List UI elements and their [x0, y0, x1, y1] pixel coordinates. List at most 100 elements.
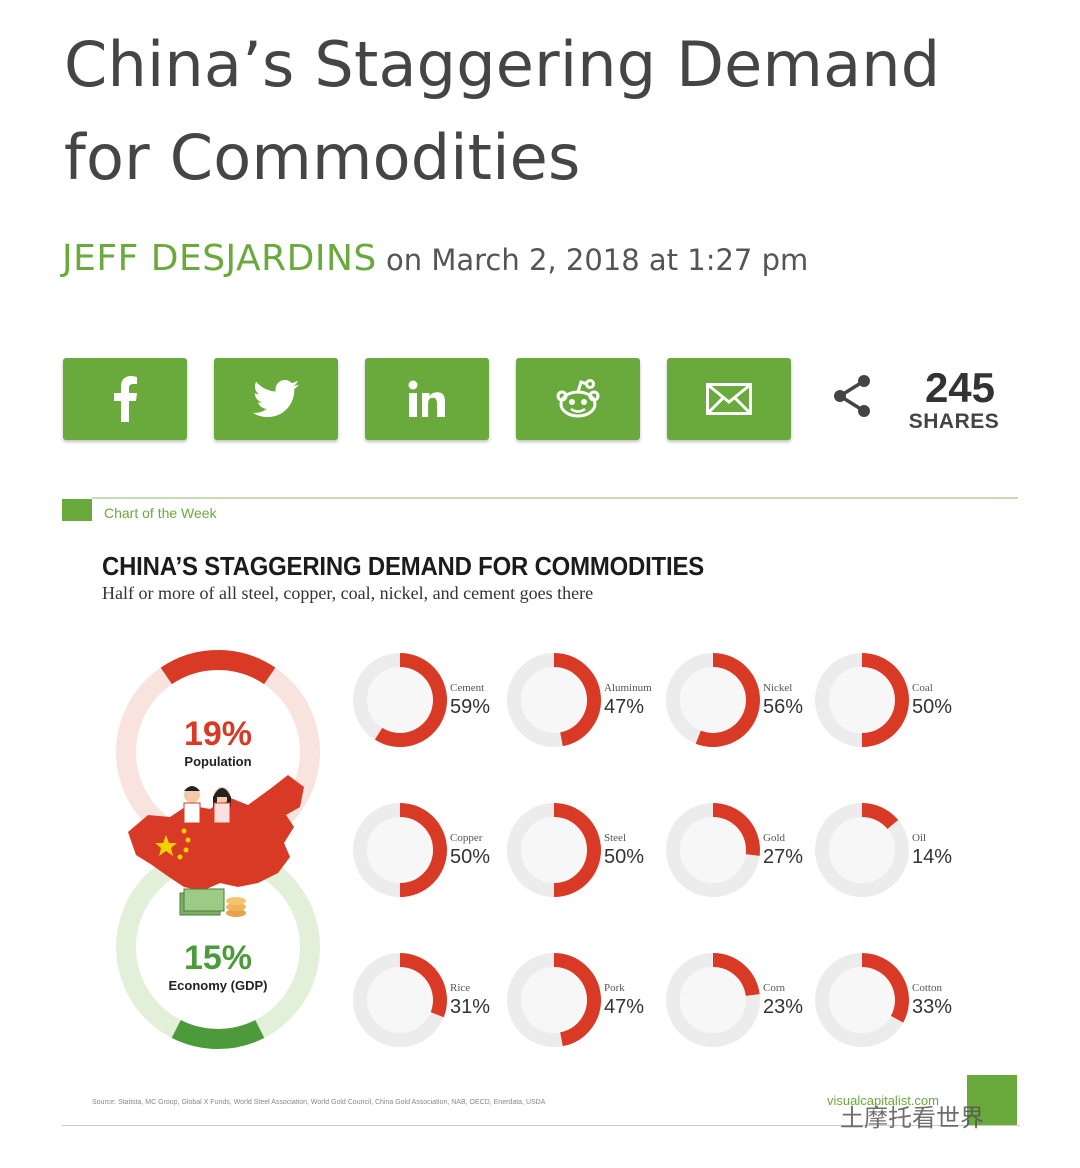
- commodity-image-placeholder: [829, 817, 895, 883]
- donut-slice-oil: [861, 803, 899, 830]
- commodity-item: Pork 47%: [506, 952, 656, 1052]
- commodity-percent: 50%: [450, 846, 491, 868]
- donut-slice-rice: [399, 953, 447, 1018]
- commodity-name: Cement: [450, 682, 485, 694]
- linkedin-share-button[interactable]: [365, 358, 489, 440]
- money-icon: [179, 888, 246, 917]
- commodity-image-placeholder: [367, 667, 433, 733]
- population-label: Population: [184, 754, 252, 769]
- commodity-item: Oil 14%: [814, 802, 964, 902]
- commodity-donut: [815, 653, 909, 747]
- commodity-item: Coal 50%: [814, 652, 964, 752]
- commodity-percent: 50%: [912, 696, 953, 718]
- economy-percent: 15%: [183, 939, 253, 977]
- donut-slice-coal: [861, 653, 909, 747]
- commodity-name: Nickel: [763, 682, 793, 694]
- infographic-subtitle: Half or more of all steel, copper, coal,…: [102, 583, 594, 603]
- share-counter: 245 SHARES: [832, 362, 1012, 442]
- commodity-donut: [666, 803, 760, 897]
- commodity-image-placeholder: [521, 817, 587, 883]
- commodity-percent: 31%: [450, 996, 491, 1018]
- commodity-image-placeholder: [680, 667, 746, 733]
- commodity-item: Gold 27%: [665, 802, 815, 902]
- commodity-image-placeholder: [367, 817, 433, 883]
- population-ring-fill: [160, 650, 276, 685]
- economy-label: Economy (GDP): [168, 978, 268, 993]
- commodity-image-placeholder: [521, 667, 587, 733]
- star-icon: [155, 835, 177, 856]
- commodity-name: Rice: [450, 982, 471, 994]
- commodity-percent: 47%: [604, 696, 645, 718]
- divider: [62, 1125, 1020, 1126]
- population-percent: 19%: [183, 715, 253, 753]
- commodity-name: Aluminum: [604, 682, 652, 694]
- donut-slice-steel: [553, 803, 601, 897]
- commodity-item: Cement 59%: [352, 652, 502, 752]
- commodity-name: Coal: [912, 682, 933, 694]
- commodity-percent: 27%: [763, 846, 804, 868]
- donut-slice-cotton: [861, 953, 909, 1023]
- infographic: Chart of the Week CHINA’S STAGGERING DEM…: [62, 497, 1020, 1127]
- commodity-item: Rice 31%: [352, 952, 502, 1052]
- population-stat: 19% Population: [148, 715, 288, 769]
- commodity-image-placeholder: [367, 967, 433, 1033]
- commodity-name: Gold: [763, 832, 785, 844]
- donut-slice-aluminum: [553, 653, 601, 747]
- share-count-label: SHARES: [908, 410, 1000, 433]
- infographic-title: CHINA’S STAGGERING DEMAND FOR COMMODITIE…: [102, 551, 704, 581]
- commodity-image-placeholder: [521, 967, 587, 1033]
- email-share-button[interactable]: [667, 358, 791, 440]
- linkedin-icon: [408, 380, 445, 417]
- commodity-percent: 59%: [450, 696, 491, 718]
- twitter-share-button[interactable]: [214, 358, 338, 440]
- section-marker: [62, 499, 92, 521]
- commodity-item: Aluminum 47%: [506, 652, 656, 752]
- commodity-donut: [353, 653, 447, 747]
- facebook-share-button[interactable]: [63, 358, 187, 440]
- sources-note: Source: Statista, MC Group, Global X Fun…: [92, 1099, 546, 1106]
- commodity-image-placeholder: [829, 967, 895, 1033]
- commodity-image-placeholder: [680, 817, 746, 883]
- commodity-item: Steel 50%: [506, 802, 656, 902]
- commodity-name: Copper: [450, 832, 483, 844]
- people-icon: [183, 786, 231, 824]
- commodity-name: Steel: [604, 832, 626, 844]
- commodity-donut: [815, 803, 909, 897]
- publish-date: on March 2, 2018 at 1:27 pm: [386, 243, 809, 277]
- donut-slice-copper: [399, 803, 447, 897]
- commodity-item: Nickel 56%: [665, 652, 815, 752]
- watermark: 土摩托看世界: [840, 1104, 984, 1132]
- commodity-percent: 56%: [763, 696, 804, 718]
- china-map-shape: [128, 775, 304, 891]
- economy-stat: 15% Economy (GDP): [148, 939, 288, 993]
- facebook-icon: [114, 376, 137, 422]
- donut-slice-pork: [553, 953, 601, 1047]
- commodity-image-placeholder: [829, 667, 895, 733]
- commodity-name: Pork: [604, 982, 625, 994]
- author-link[interactable]: JEFF DESJARDINS: [62, 238, 377, 279]
- article-title: China’s Staggering Demand for Commoditie…: [64, 28, 941, 194]
- section-label: Chart of the Week: [104, 505, 217, 521]
- commodity-donut: [507, 803, 601, 897]
- commodity-percent: 23%: [763, 996, 804, 1018]
- commodity-percent: 47%: [604, 996, 645, 1018]
- reddit-share-button[interactable]: [516, 358, 640, 440]
- commodity-percent: 14%: [912, 846, 953, 868]
- gdp-ring-fill: [171, 1019, 265, 1049]
- commodity-donut: [666, 653, 760, 747]
- commodity-donut: [666, 953, 760, 1047]
- share-icon[interactable]: [832, 374, 872, 418]
- donut-slice-gold: [712, 803, 760, 856]
- donut-slice-corn: [712, 953, 760, 997]
- donut-slice-cement: [374, 653, 447, 747]
- share-count: 245: [924, 364, 996, 411]
- site-link[interactable]: visualcapitalist.com: [827, 1093, 939, 1108]
- commodity-donut: [507, 653, 601, 747]
- byline: JEFF DESJARDINS on March 2, 2018 at 1:27…: [62, 238, 808, 279]
- commodity-image-placeholder: [680, 967, 746, 1033]
- population-gdp-graphic: [116, 650, 320, 1049]
- commodity-donut: [507, 953, 601, 1047]
- commodity-donut: [353, 803, 447, 897]
- commodity-donut: [815, 953, 909, 1047]
- email-icon: [706, 383, 752, 415]
